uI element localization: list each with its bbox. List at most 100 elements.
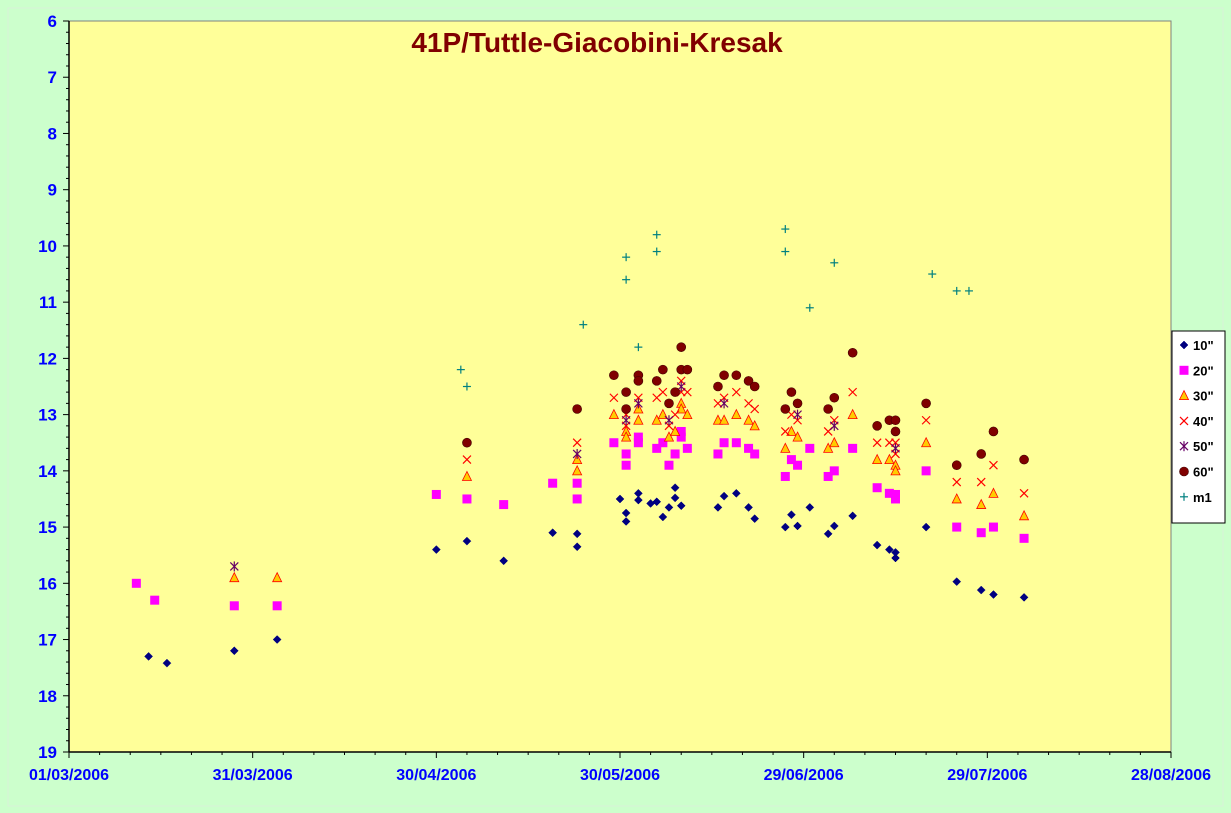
data-point (744, 503, 753, 512)
series-5 (229, 381, 900, 572)
data-point (615, 494, 625, 504)
data-point (976, 449, 987, 459)
data-point (921, 466, 931, 476)
data-point (847, 408, 858, 420)
data-point (750, 404, 760, 414)
data-point (952, 477, 962, 487)
data-point (431, 489, 441, 499)
data-point (1019, 533, 1029, 543)
x-tick-label: 29/06/2006 (764, 767, 844, 784)
data-point (749, 381, 760, 392)
data-point (780, 471, 790, 481)
data-point (676, 426, 686, 436)
data-point (848, 387, 858, 397)
y-tick-label: 7 (48, 68, 57, 87)
data-point (548, 528, 558, 538)
data-point (431, 545, 441, 554)
data-point (951, 493, 962, 504)
data-point (731, 408, 742, 420)
data-point (719, 491, 729, 501)
data-point (786, 455, 796, 465)
y-tick-label: 11 (39, 293, 57, 312)
data-point (731, 438, 741, 448)
data-point (572, 438, 582, 448)
data-point (780, 442, 791, 453)
x-tick-label: 31/03/2006 (213, 767, 293, 784)
data-point (579, 320, 588, 329)
legend-marker (1179, 441, 1189, 452)
x-tick-label: 30/04/2006 (396, 767, 476, 784)
data-point (781, 225, 790, 234)
data-point (621, 387, 631, 397)
data-point (571, 464, 583, 476)
data-point (829, 392, 840, 403)
data-point (952, 577, 962, 586)
data-point (682, 408, 693, 420)
data-point (781, 247, 790, 256)
legend: 10" 20" 30" 40" 50" 60" m1 (1171, 330, 1226, 524)
data-point (829, 466, 839, 476)
series-3 (229, 397, 1030, 583)
legend-marker (1179, 365, 1189, 375)
data-point (787, 510, 796, 520)
x-tick-label: 01/03/2006 (29, 767, 109, 784)
data-point (663, 431, 675, 442)
data-point (609, 438, 619, 448)
data-point (951, 460, 962, 471)
data-point (670, 387, 680, 397)
data-point (743, 414, 754, 425)
data-point (1019, 593, 1029, 602)
series-1 (144, 483, 1029, 668)
data-point (780, 404, 791, 414)
data-point (1018, 509, 1030, 521)
data-point (891, 443, 900, 454)
y-tick-label: 15 (38, 518, 57, 537)
data-point (823, 529, 833, 539)
legend-item: 20" (1179, 363, 1214, 378)
data-point (664, 415, 674, 426)
data-point (621, 517, 631, 526)
data-point (793, 521, 802, 531)
legend-item: 40" (1179, 414, 1214, 429)
data-point (499, 500, 509, 510)
data-point (572, 494, 582, 504)
data-point (793, 409, 802, 420)
data-point (633, 414, 644, 425)
data-point (872, 421, 882, 431)
data-point (131, 578, 141, 588)
data-point (976, 528, 986, 538)
x-tick-label: 29/07/2006 (947, 767, 1027, 784)
data-point (976, 477, 986, 487)
data-point (633, 403, 644, 414)
data-point (713, 503, 723, 512)
y-tick-label: 19 (38, 743, 57, 762)
data-point (712, 414, 724, 425)
data-point (499, 556, 509, 566)
data-point (162, 658, 172, 668)
data-point (664, 398, 674, 409)
data-point (847, 347, 858, 358)
data-point (780, 427, 790, 436)
x-tick-label: 28/08/2006 (1131, 767, 1211, 784)
legend-label: 50" (1193, 439, 1214, 454)
data-point (976, 498, 987, 509)
data-point (884, 453, 895, 465)
y-tick-label: 16 (38, 574, 57, 593)
y-tick-label: 13 (38, 406, 57, 425)
data-point (884, 488, 894, 498)
data-point (572, 478, 582, 488)
data-point (633, 432, 643, 442)
data-point (622, 275, 631, 284)
data-point (652, 443, 662, 453)
data-point (805, 503, 815, 512)
legend-marker (1178, 389, 1190, 401)
data-point (676, 501, 686, 511)
data-point (462, 437, 472, 448)
data-point (682, 443, 692, 453)
data-point (786, 387, 797, 397)
data-point (634, 343, 643, 352)
data-point (719, 438, 729, 448)
y-tick-label: 6 (48, 12, 57, 31)
data-point (928, 270, 937, 279)
data-point (658, 512, 668, 522)
